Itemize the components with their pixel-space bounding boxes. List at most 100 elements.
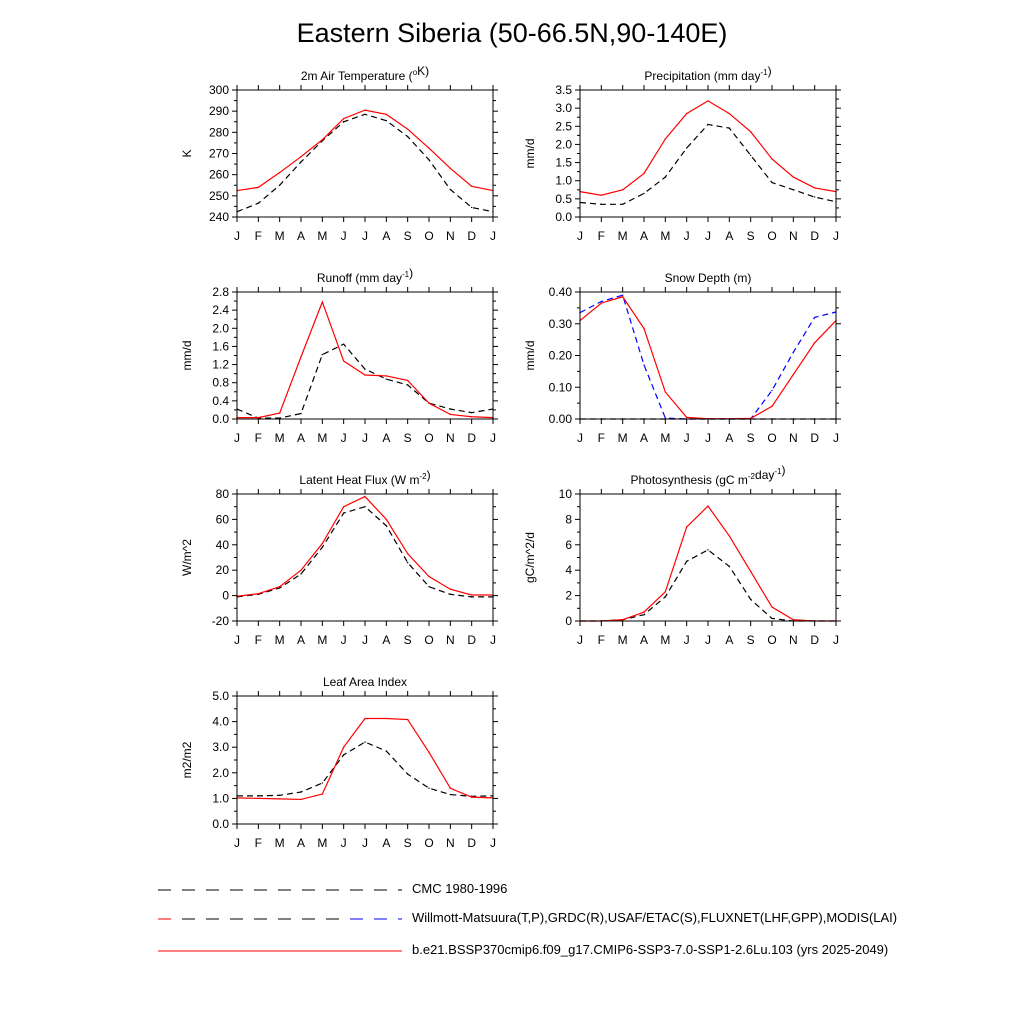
data-point <box>321 793 324 795</box>
y-tick-label: 1.0 <box>555 174 572 188</box>
y-tick-label: 300 <box>209 83 229 97</box>
x-tick-label: J <box>490 431 496 445</box>
data-point <box>364 109 366 111</box>
panel-title: Leaf Area Index <box>323 675 407 689</box>
y-tick-label: 3.0 <box>555 101 572 115</box>
data-point <box>278 412 281 414</box>
x-tick-label: J <box>234 633 240 647</box>
x-tick-label: A <box>725 633 733 647</box>
x-tick-label: J <box>490 836 496 850</box>
x-tick-label: S <box>747 633 755 647</box>
plot-frame <box>236 291 494 420</box>
data-point <box>449 188 452 191</box>
legend <box>158 889 402 952</box>
x-tick-label: A <box>382 836 390 850</box>
x-tick-label: N <box>446 229 455 243</box>
data-point <box>643 192 645 195</box>
data-point <box>449 413 452 416</box>
data-point <box>470 596 473 598</box>
y-axis-label: mm/d <box>180 341 194 371</box>
data-point <box>385 750 388 752</box>
y-tick-label: 0.00 <box>549 412 573 426</box>
x-tick-label: D <box>810 633 819 647</box>
x-tick-label: J <box>234 431 240 445</box>
x-tick-label: J <box>362 229 368 243</box>
data-point <box>385 378 388 380</box>
series-line-2 <box>236 495 493 597</box>
data-point <box>364 506 366 508</box>
y-tick-label: 1.6 <box>212 339 229 353</box>
panel-title: Runoff (mm day-1) <box>317 266 413 285</box>
data-point <box>749 131 752 133</box>
data-point <box>621 203 624 205</box>
x-tick-label: M <box>317 229 327 243</box>
x-tick-label: A <box>640 431 648 445</box>
x-tick-label: F <box>598 431 605 445</box>
plot-frame <box>579 89 837 218</box>
y-tick-label: 250 <box>209 189 229 203</box>
data-point <box>300 356 302 358</box>
data-point <box>342 343 345 345</box>
x-tick-label: J <box>833 431 839 445</box>
data-point <box>449 408 452 410</box>
data-point <box>428 751 430 754</box>
data-point <box>664 176 667 178</box>
x-tick-label: M <box>275 431 285 445</box>
x-tick-label: F <box>598 633 605 647</box>
x-tick-label: M <box>660 431 670 445</box>
x-tick-label: D <box>467 229 476 243</box>
plot-frame <box>579 291 837 420</box>
y-tick-label: 1.0 <box>212 791 229 805</box>
y-tick-label: 260 <box>209 168 229 182</box>
y-tick-label: 0 <box>222 589 229 603</box>
x-tick-label: S <box>747 229 755 243</box>
data-point <box>813 187 816 189</box>
data-point <box>470 185 473 188</box>
y-tick-label: 0 <box>565 614 572 628</box>
y-tick-label: 240 <box>209 210 229 224</box>
data-point <box>300 161 302 163</box>
data-point <box>600 302 603 304</box>
data-point <box>792 189 795 191</box>
data-point <box>643 613 645 616</box>
data-point <box>664 417 667 419</box>
data-point <box>685 147 688 149</box>
panel-title: Latent Heat Flux (W m-2) <box>299 468 430 487</box>
x-tick-label: M <box>660 633 670 647</box>
x-tick-label: D <box>810 229 819 243</box>
series-line-2 <box>236 717 494 801</box>
data-point <box>428 586 430 588</box>
x-tick-label: O <box>767 633 776 647</box>
x-tick-label: F <box>598 229 605 243</box>
x-tick-label: J <box>705 633 711 647</box>
x-tick-label: J <box>684 431 690 445</box>
series-line-1 <box>580 549 836 622</box>
data-point <box>342 512 345 514</box>
x-tick-label: S <box>747 431 755 445</box>
y-tick-label: 280 <box>209 125 229 139</box>
x-tick-label: J <box>341 836 347 850</box>
chart-panel-4: Snow Depth (m) mm/d 0.00 0.10 0.20 0.30 0.40 J F… <box>523 271 841 445</box>
data-point <box>428 575 430 578</box>
legend-label: Willmott-Matsuura(T,P),GRDC(R),USAF/ETAC… <box>412 910 898 925</box>
x-tick-label: J <box>490 229 496 243</box>
x-tick-label: O <box>767 229 776 243</box>
y-axis-label: gC/m^2/d <box>523 532 537 583</box>
data-point <box>364 368 366 370</box>
data-point <box>749 154 752 157</box>
y-tick-label: 4 <box>565 563 572 577</box>
x-tick-label: J <box>705 229 711 243</box>
data-point <box>385 375 388 377</box>
y-tick-label: 0.10 <box>549 380 573 394</box>
y-tick-label: 2.5 <box>555 119 572 133</box>
y-tick-label: 4.0 <box>212 715 229 729</box>
x-tick-label: O <box>424 836 433 850</box>
series-line-1 <box>236 343 494 419</box>
data-point <box>685 112 688 115</box>
figure-title: Eastern Siberia (50-66.5N,90-140E) <box>296 18 728 48</box>
y-tick-label: 80 <box>216 487 230 501</box>
series-line-2 <box>579 294 837 420</box>
data-point <box>664 591 667 593</box>
x-tick-label: J <box>362 633 368 647</box>
